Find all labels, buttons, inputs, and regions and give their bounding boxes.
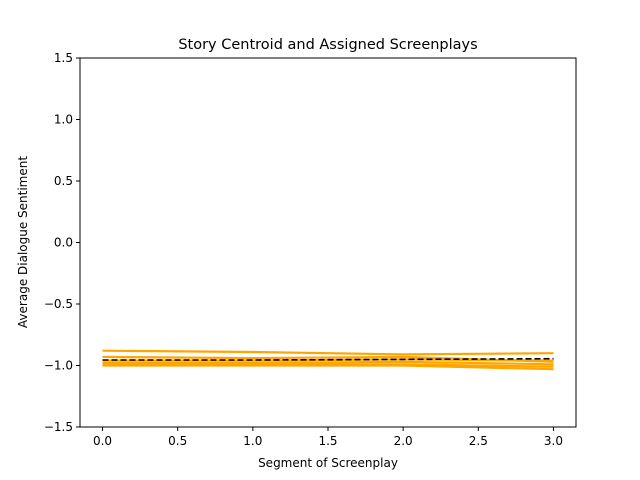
centroid-line xyxy=(102,357,554,361)
y-axis-ticks: −1.5 −1.0 −0.5 0.0 0.5 1.0 1.5 xyxy=(44,51,80,434)
y-axis-label: Average Dialogue Sentiment xyxy=(16,156,30,328)
screenplay-line xyxy=(102,364,554,371)
y-tick-label: 1.0 xyxy=(54,113,73,127)
x-tick-label: 3.0 xyxy=(544,434,563,448)
x-tick-label: 1.0 xyxy=(243,434,262,448)
y-tick-label: 0.0 xyxy=(54,236,73,250)
y-tick-label: −1.5 xyxy=(44,420,73,434)
y-tick-label: −0.5 xyxy=(44,297,73,311)
x-tick-label: 0.5 xyxy=(168,434,187,448)
x-tick-label: 2.5 xyxy=(469,434,488,448)
plot-background xyxy=(80,58,576,427)
x-axis-ticks: 0.0 0.5 1.0 1.5 2.0 2.5 3.0 xyxy=(93,427,563,448)
series-layer xyxy=(102,349,554,371)
x-tick-label: 2.0 xyxy=(394,434,413,448)
screenplay-line xyxy=(102,363,554,368)
y-tick-label: 0.5 xyxy=(54,174,73,188)
screenplay-line xyxy=(102,349,554,356)
y-tick-label: 1.5 xyxy=(54,51,73,65)
x-tick-label: 1.5 xyxy=(318,434,337,448)
x-axis-label: Segment of Screenplay xyxy=(258,456,398,470)
chart-title: Story Centroid and Assigned Screenplays xyxy=(178,37,477,53)
y-tick-label: −1.0 xyxy=(44,359,73,373)
screenplay-line xyxy=(102,360,554,366)
x-tick-label: 0.0 xyxy=(93,434,112,448)
